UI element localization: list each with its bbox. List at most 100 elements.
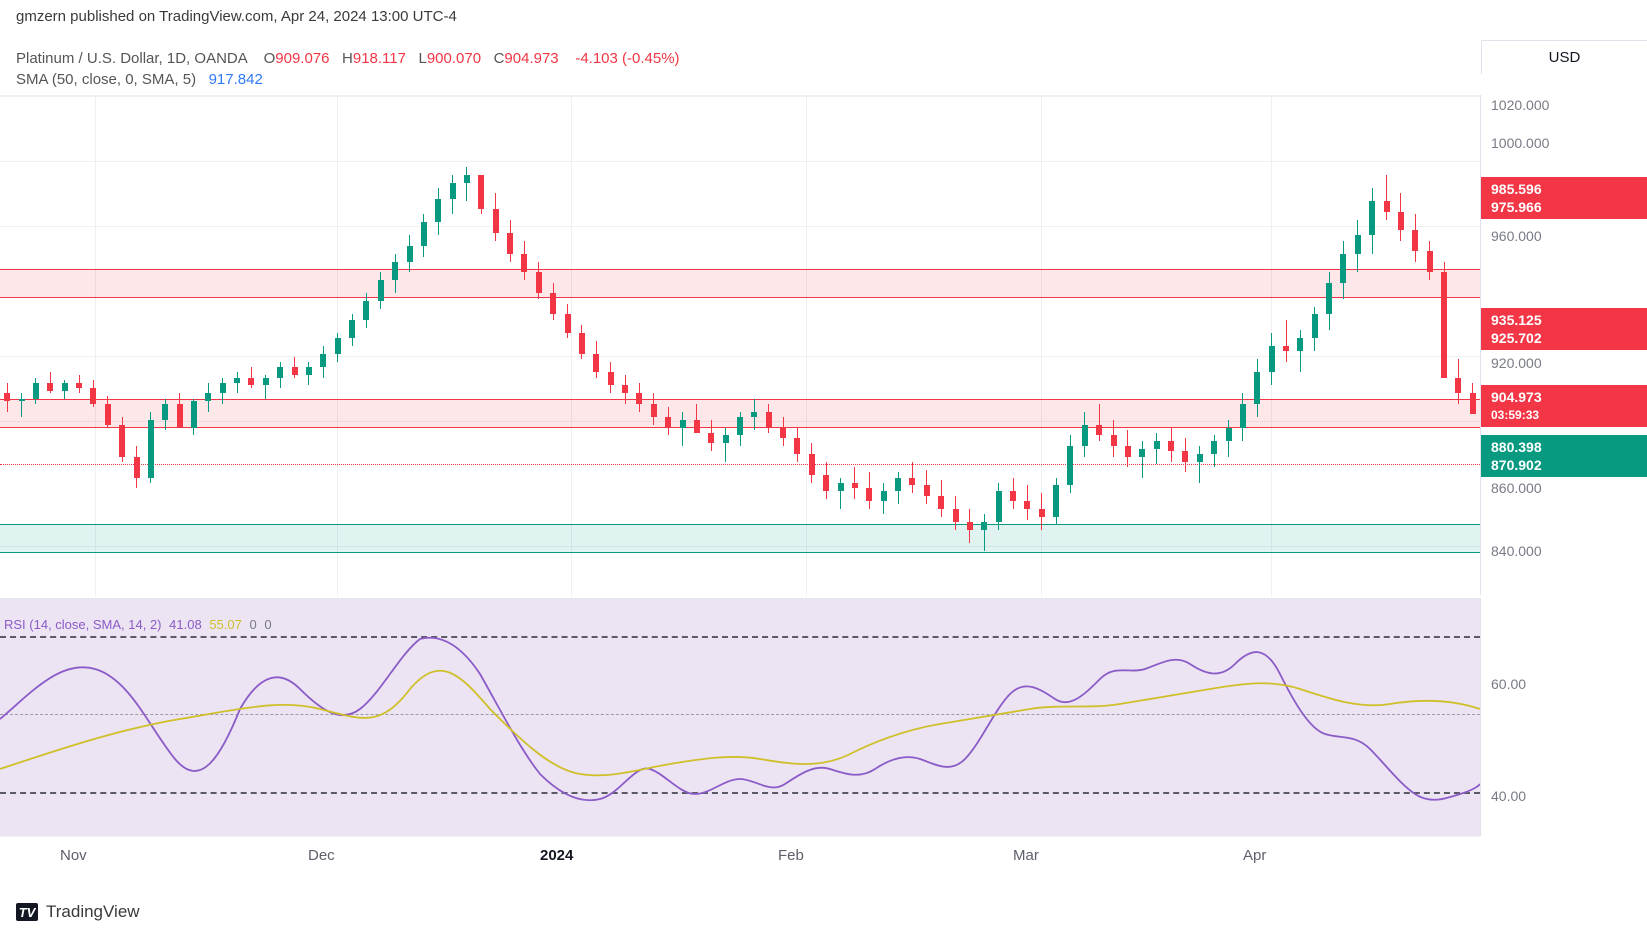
candlestick[interactable] — [1326, 283, 1332, 315]
candlestick[interactable] — [435, 199, 441, 223]
candlestick[interactable] — [1240, 404, 1246, 428]
candlestick[interactable] — [953, 509, 959, 522]
candlestick[interactable] — [234, 378, 240, 383]
candlestick[interactable] — [565, 314, 571, 332]
candlestick[interactable] — [1412, 230, 1418, 251]
rsi-panel[interactable]: RSI (14, close, SMA, 14, 2) 41.08 55.07 … — [0, 598, 1480, 836]
candlestick[interactable] — [1398, 212, 1404, 230]
candlestick[interactable] — [47, 383, 53, 391]
candlestick[interactable] — [1226, 428, 1232, 441]
candlestick[interactable] — [895, 478, 901, 491]
candlestick[interactable] — [1154, 441, 1160, 449]
candlestick[interactable] — [1111, 435, 1117, 446]
candlestick[interactable] — [1039, 509, 1045, 517]
candlestick[interactable] — [90, 388, 96, 404]
candlestick[interactable] — [1125, 446, 1131, 457]
candlestick[interactable] — [680, 420, 686, 428]
rsi-axis[interactable]: 60.00 40.00 — [1480, 598, 1647, 836]
candlestick[interactable] — [1455, 378, 1461, 394]
candlestick[interactable] — [1168, 441, 1174, 452]
candlestick[interactable] — [938, 496, 944, 509]
candlestick[interactable] — [1297, 338, 1303, 351]
candlestick[interactable] — [277, 367, 283, 378]
candlestick[interactable] — [205, 393, 211, 401]
candlestick[interactable] — [1369, 201, 1375, 235]
candlestick[interactable] — [177, 404, 183, 428]
candlestick[interactable] — [363, 301, 369, 319]
candlestick[interactable] — [378, 280, 384, 301]
candlestick[interactable] — [191, 401, 197, 427]
candlestick[interactable] — [1182, 451, 1188, 462]
candlestick[interactable] — [852, 483, 858, 488]
candlestick[interactable] — [1384, 201, 1390, 212]
date-axis[interactable]: Nov Dec 2024 Feb Mar Apr — [0, 836, 1480, 876]
price-chart[interactable] — [0, 95, 1480, 595]
candlestick[interactable] — [507, 233, 513, 254]
candlestick[interactable] — [1211, 441, 1217, 454]
candlestick[interactable] — [33, 383, 39, 399]
candlestick[interactable] — [493, 209, 499, 233]
candlestick[interactable] — [392, 262, 398, 280]
candlestick[interactable] — [349, 320, 355, 338]
candlestick[interactable] — [593, 354, 599, 372]
candlestick[interactable] — [1139, 449, 1145, 457]
candlestick[interactable] — [148, 420, 154, 478]
candlestick[interactable] — [220, 383, 226, 394]
candlestick[interactable] — [550, 293, 556, 314]
candlestick[interactable] — [909, 478, 915, 486]
candlestick[interactable] — [981, 522, 987, 530]
candlestick[interactable] — [1067, 446, 1073, 485]
candlestick[interactable] — [866, 488, 872, 501]
candlestick[interactable] — [450, 183, 456, 199]
candlestick[interactable] — [62, 383, 68, 391]
candlestick[interactable] — [608, 372, 614, 385]
candlestick[interactable] — [1053, 485, 1059, 517]
candlestick[interactable] — [1082, 425, 1088, 446]
candlestick[interactable] — [105, 404, 111, 425]
candlestick[interactable] — [1197, 454, 1203, 462]
candlestick[interactable] — [967, 522, 973, 530]
candlestick[interactable] — [924, 485, 930, 496]
candlestick[interactable] — [694, 420, 700, 433]
candlestick[interactable] — [306, 367, 312, 375]
candlestick[interactable] — [723, 435, 729, 443]
candlestick[interactable] — [421, 222, 427, 246]
candlestick[interactable] — [248, 378, 254, 386]
candlestick[interactable] — [636, 393, 642, 404]
candlestick[interactable] — [4, 393, 10, 401]
candlestick[interactable] — [1096, 425, 1102, 436]
candlestick[interactable] — [838, 483, 844, 491]
candlestick[interactable] — [521, 254, 527, 272]
candlestick[interactable] — [134, 457, 140, 478]
candlestick[interactable] — [996, 491, 1002, 523]
candlestick[interactable] — [119, 425, 125, 457]
candlestick[interactable] — [1427, 251, 1433, 272]
candlestick[interactable] — [1340, 254, 1346, 283]
candlestick[interactable] — [536, 272, 542, 293]
candlestick[interactable] — [794, 438, 800, 454]
candlestick-series[interactable] — [0, 96, 1480, 596]
candlestick[interactable] — [263, 378, 269, 386]
candlestick[interactable] — [335, 338, 341, 354]
candlestick[interactable] — [1441, 272, 1447, 377]
candlestick[interactable] — [1269, 346, 1275, 372]
candlestick[interactable] — [1010, 491, 1016, 502]
candlestick[interactable] — [464, 175, 470, 183]
candlestick[interactable] — [708, 433, 714, 444]
candlestick[interactable] — [881, 491, 887, 502]
candlestick[interactable] — [1024, 501, 1030, 509]
price-axis[interactable]: USD 1020.000 1000.000 985.596 975.966 96… — [1480, 95, 1647, 595]
candlestick[interactable] — [1470, 393, 1476, 414]
candlestick[interactable] — [76, 383, 82, 388]
candlestick[interactable] — [407, 246, 413, 262]
candlestick[interactable] — [1312, 314, 1318, 338]
candlestick[interactable] — [19, 399, 25, 402]
candlestick[interactable] — [780, 428, 786, 439]
candlestick[interactable] — [809, 454, 815, 475]
candlestick[interactable] — [292, 367, 298, 375]
candlestick[interactable] — [1283, 346, 1289, 351]
candlestick[interactable] — [823, 475, 829, 491]
candlestick[interactable] — [162, 404, 168, 420]
candlestick[interactable] — [320, 354, 326, 367]
candlestick[interactable] — [737, 417, 743, 435]
